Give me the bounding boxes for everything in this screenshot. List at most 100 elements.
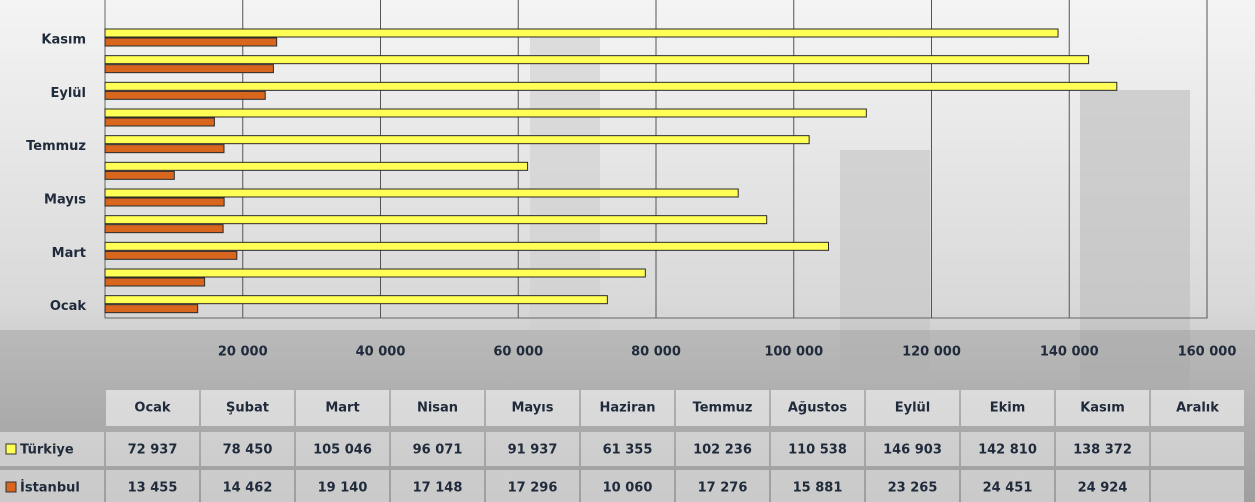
table-cell xyxy=(1151,432,1244,466)
table-value: 138 372 xyxy=(1073,443,1132,458)
table-value: 13 455 xyxy=(128,481,178,496)
table-cell xyxy=(201,470,294,502)
table-cell xyxy=(961,432,1054,466)
y-tick-label: Temmuz xyxy=(26,139,86,154)
table-value: 10 060 xyxy=(603,481,653,496)
table-header: Mayıs xyxy=(512,401,554,416)
table-header: Ekim xyxy=(990,401,1026,416)
table-cell xyxy=(0,432,104,466)
table-cell xyxy=(486,432,579,466)
table-header: Temmuz xyxy=(693,401,753,416)
table-cell xyxy=(676,390,769,426)
table-header: Haziran xyxy=(599,401,655,416)
bar xyxy=(104,170,175,180)
table-cell xyxy=(771,390,864,426)
table-cell xyxy=(581,432,674,466)
table-cell xyxy=(866,390,959,426)
table-header: Ocak xyxy=(134,401,171,416)
x-tick-label: 120 000 xyxy=(902,345,961,360)
bar xyxy=(104,295,608,305)
table-value: 105 046 xyxy=(313,443,372,458)
table-header: Mart xyxy=(325,401,359,416)
table-value: 17 296 xyxy=(508,481,558,496)
table-cell xyxy=(1056,390,1149,426)
legend-swatch xyxy=(5,443,17,455)
x-tick-label: 80 000 xyxy=(631,345,681,360)
table-cell xyxy=(1056,470,1149,502)
table-cell xyxy=(106,390,199,426)
legend-label: Türkiye xyxy=(20,443,74,458)
x-tick-label: 100 000 xyxy=(764,345,823,360)
table-cell xyxy=(486,390,579,426)
y-tick-label: Eylül xyxy=(50,86,86,101)
table-header: Kasım xyxy=(1080,401,1125,416)
table-value: 14 462 xyxy=(223,481,273,496)
bar xyxy=(104,55,1090,65)
bar xyxy=(104,135,810,145)
table-value: 96 071 xyxy=(413,443,463,458)
table-cell xyxy=(866,470,959,502)
bar xyxy=(104,188,739,198)
table-cell xyxy=(391,470,484,502)
table-value: 146 903 xyxy=(883,443,942,458)
table-cell xyxy=(296,390,389,426)
table-cell xyxy=(1056,432,1149,466)
table-cell xyxy=(771,432,864,466)
table-header: Aralık xyxy=(1176,401,1219,416)
bar xyxy=(104,108,867,118)
table-header: Eylül xyxy=(895,401,931,416)
table-value: 19 140 xyxy=(318,481,368,496)
x-tick-label: 40 000 xyxy=(356,345,406,360)
x-tick-label: 160 000 xyxy=(1178,345,1237,360)
table-cell xyxy=(391,390,484,426)
building xyxy=(840,150,930,400)
table-cell xyxy=(0,470,104,502)
bar xyxy=(104,81,1118,91)
bar xyxy=(104,37,278,47)
table-value: 142 810 xyxy=(978,443,1037,458)
x-tick-label: 140 000 xyxy=(1040,345,1099,360)
y-tick-label: Kasım xyxy=(41,33,86,48)
table-value: 23 265 xyxy=(888,481,938,496)
legend-swatch xyxy=(5,481,17,493)
table-value: 78 450 xyxy=(223,443,273,458)
table-cell xyxy=(581,390,674,426)
bar xyxy=(104,144,225,154)
y-tick-label: Mart xyxy=(52,246,86,261)
table-value: 91 937 xyxy=(508,443,558,458)
table-cell xyxy=(771,470,864,502)
table-cell xyxy=(106,470,199,502)
bar xyxy=(104,161,529,171)
bar xyxy=(104,117,215,127)
table-cell xyxy=(486,470,579,502)
table-header: Şubat xyxy=(226,401,269,416)
x-tick-label: 60 000 xyxy=(493,345,543,360)
table-value: 110 538 xyxy=(788,443,847,458)
bar xyxy=(104,277,206,287)
table-header: Ağustos xyxy=(788,401,848,416)
building xyxy=(1080,90,1190,410)
y-tick-label: Ocak xyxy=(50,299,87,314)
bar xyxy=(104,197,225,207)
table-value: 17 148 xyxy=(413,481,463,496)
table-cell xyxy=(866,432,959,466)
table-cell xyxy=(201,390,294,426)
table-cell xyxy=(391,432,484,466)
legend-label: İstanbul xyxy=(20,480,80,496)
bar xyxy=(104,64,274,74)
table-value: 17 276 xyxy=(698,481,748,496)
bar xyxy=(104,90,266,100)
table-cell xyxy=(106,432,199,466)
table-cell xyxy=(676,432,769,466)
bar xyxy=(104,268,646,278)
x-tick-label: 20 000 xyxy=(218,345,268,360)
bar xyxy=(104,250,238,260)
table-cell xyxy=(296,432,389,466)
table-value: 24 451 xyxy=(983,481,1033,496)
bar xyxy=(104,224,224,234)
table-cell xyxy=(296,470,389,502)
table-value: 15 881 xyxy=(793,481,843,496)
table-cell xyxy=(676,470,769,502)
table-cell xyxy=(961,470,1054,502)
